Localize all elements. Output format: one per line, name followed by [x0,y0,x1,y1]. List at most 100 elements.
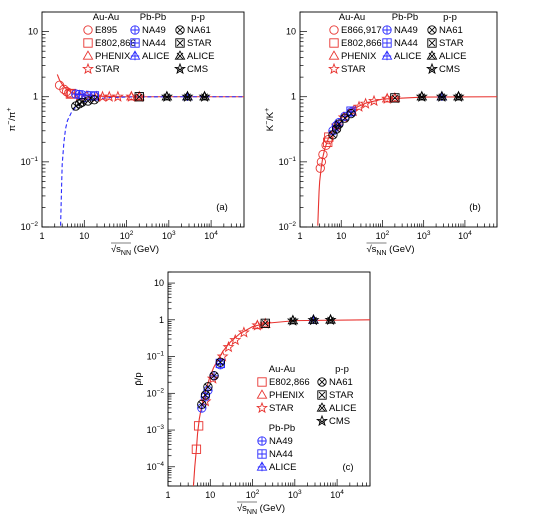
data-point-circle [64,88,74,98]
data-point-circle [315,163,325,173]
legend-marker [257,377,267,387]
data-point-circlex [197,399,207,410]
data-point-star [229,333,242,346]
legend-label: STAR [329,390,354,401]
data-point-circlex [89,95,99,105]
legend-marker [316,414,328,427]
legend-group-title: p-p [335,364,349,375]
data-point-star [388,91,401,104]
x-tick-label: 104 [204,230,218,241]
legend-marker [256,401,268,414]
data-point-squarex [390,93,400,103]
legend-label: STAR [269,403,294,414]
legend-label: NA61 [329,377,353,388]
y-tick-label: 1 [33,92,38,102]
legend-marker [174,50,186,60]
y-tick-label: 10−2 [21,221,39,232]
legend-label: E866,917 [341,25,382,36]
legend-marker [328,50,340,60]
legend-label: NA49 [142,25,166,36]
y-tick-label: 10−1 [147,351,165,362]
legend-marker [329,25,339,35]
legend-marker [257,449,267,459]
legend-group-title: Pb-Pb [392,12,418,23]
chart-panel-3: 1 10 102 103 104 10−4 10−3 10−2 10−1 1 10 √sNN (GeV… [133,271,371,516]
tick-marks [41,11,245,228]
data-point-circlex [346,108,356,119]
legend-label: E802,866 [341,38,382,49]
x-tick-label: 1 [39,231,44,241]
legend-marker [316,402,328,412]
x-tick-label: 10 [205,490,215,500]
legend-marker [256,389,268,399]
tick-marks [167,271,371,487]
data-point-circlex [209,371,219,381]
data-point-circle [318,149,328,160]
x-axis-label: √sNN (GeV) [366,244,414,257]
plot-frame [41,11,245,228]
y-tick-label: 1 [291,92,296,102]
legend-label: ALICE [439,51,466,62]
legend-marker [82,62,94,75]
x-tick-label: 10 [336,231,346,241]
legend-label: STAR [187,38,212,49]
y-tick-label: 10−4 [147,461,165,472]
data-point-circleplus [77,90,87,100]
legend-label: PHENIX [341,51,377,62]
data-point-starx [198,90,211,102]
data-point-circlex [215,357,225,367]
data-point-circle [316,157,327,167]
legend-label: NA44 [394,38,418,49]
data-point-starx [286,314,299,326]
data-point-circlex [203,382,213,392]
data-point-squarex [134,92,144,102]
data-point-starx [307,313,320,326]
data-point-triangle [133,91,145,101]
data-point-circlex [200,390,211,400]
chart-panel-1: 1 10 102 103 104 10−2 10−1 1 10 √sNN (GeV) π−/π+ Au… [6,11,245,257]
legend-marker [175,38,185,48]
legend-label: NA49 [394,25,418,36]
legend-label: CMS [439,64,460,75]
x-axis-label: √sNN (GeV) [237,503,285,516]
legend-marker [257,436,267,446]
legend-label: NA44 [142,38,166,49]
data-point-square [193,421,204,431]
legend-group-title: p-p [191,12,205,23]
legend-marker [381,50,393,61]
x-axis-label: √sNN (GeV) [111,244,159,257]
data-point-square [191,444,202,454]
legend-label: NA49 [269,436,293,447]
data-point-circlex [340,113,350,123]
data-point-starx [181,90,194,102]
legend-marker [427,25,437,35]
y-tick-label: 10 [286,27,296,37]
y-tick-label: 10−1 [21,156,39,167]
legend-marker [382,38,392,48]
legend-marker [328,62,340,75]
data-point-star [206,372,219,384]
data-point-starx [415,90,428,102]
legend-marker [174,62,186,75]
data-point-circlex [334,119,344,129]
fit-curve-1 [56,74,244,98]
data-point-triangle [251,319,263,330]
legend-marker [317,377,327,387]
data-point-starx [324,313,337,326]
legend-label: E802,866 [95,38,136,49]
data-point-star [353,100,365,112]
data-point-starx [160,90,173,102]
legend-marker [83,38,93,48]
legend-label: ALICE [187,51,214,62]
data-point-triangle [381,93,393,103]
legend-label: CMS [187,64,208,75]
legend-marker [382,25,392,35]
legend-label: STAR [341,64,366,75]
x-tick-label: 102 [246,489,260,500]
y-tick-label: 10−2 [279,221,297,232]
legend: Au-Au E802,866 PHENIX STAR Pb-Pb NA49 NA44 ALIC… [256,364,356,473]
x-tick-label: 1 [297,231,302,241]
x-tick-label: 103 [162,230,176,241]
x-tick-label: 103 [288,489,302,500]
